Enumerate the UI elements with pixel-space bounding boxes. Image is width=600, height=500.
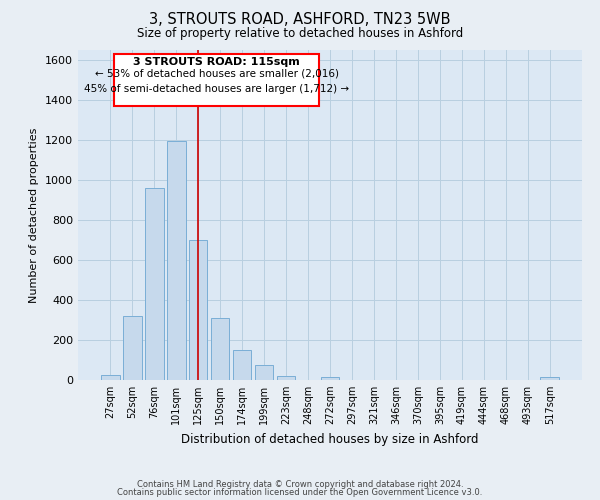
- Text: 3 STROUTS ROAD: 115sqm: 3 STROUTS ROAD: 115sqm: [133, 57, 300, 67]
- Text: Size of property relative to detached houses in Ashford: Size of property relative to detached ho…: [137, 28, 463, 40]
- Text: ← 53% of detached houses are smaller (2,016): ← 53% of detached houses are smaller (2,…: [95, 69, 338, 79]
- Bar: [114, 54, 319, 106]
- Bar: [277, 376, 295, 380]
- Text: Contains public sector information licensed under the Open Government Licence v3: Contains public sector information licen…: [118, 488, 482, 497]
- Bar: [541, 377, 559, 380]
- Bar: [167, 141, 185, 380]
- X-axis label: Distribution of detached houses by size in Ashford: Distribution of detached houses by size …: [181, 432, 479, 446]
- Text: 3, STROUTS ROAD, ASHFORD, TN23 5WB: 3, STROUTS ROAD, ASHFORD, TN23 5WB: [149, 12, 451, 28]
- Text: 45% of semi-detached houses are larger (1,712) →: 45% of semi-detached houses are larger (…: [84, 84, 349, 94]
- Text: Contains HM Land Registry data © Crown copyright and database right 2024.: Contains HM Land Registry data © Crown c…: [137, 480, 463, 489]
- Bar: [189, 240, 208, 380]
- Bar: [233, 350, 251, 380]
- Y-axis label: Number of detached properties: Number of detached properties: [29, 128, 40, 302]
- Bar: [320, 377, 340, 380]
- Bar: [145, 188, 164, 380]
- Bar: [101, 375, 119, 380]
- Bar: [123, 316, 142, 380]
- Bar: [255, 365, 274, 380]
- Bar: [211, 318, 229, 380]
